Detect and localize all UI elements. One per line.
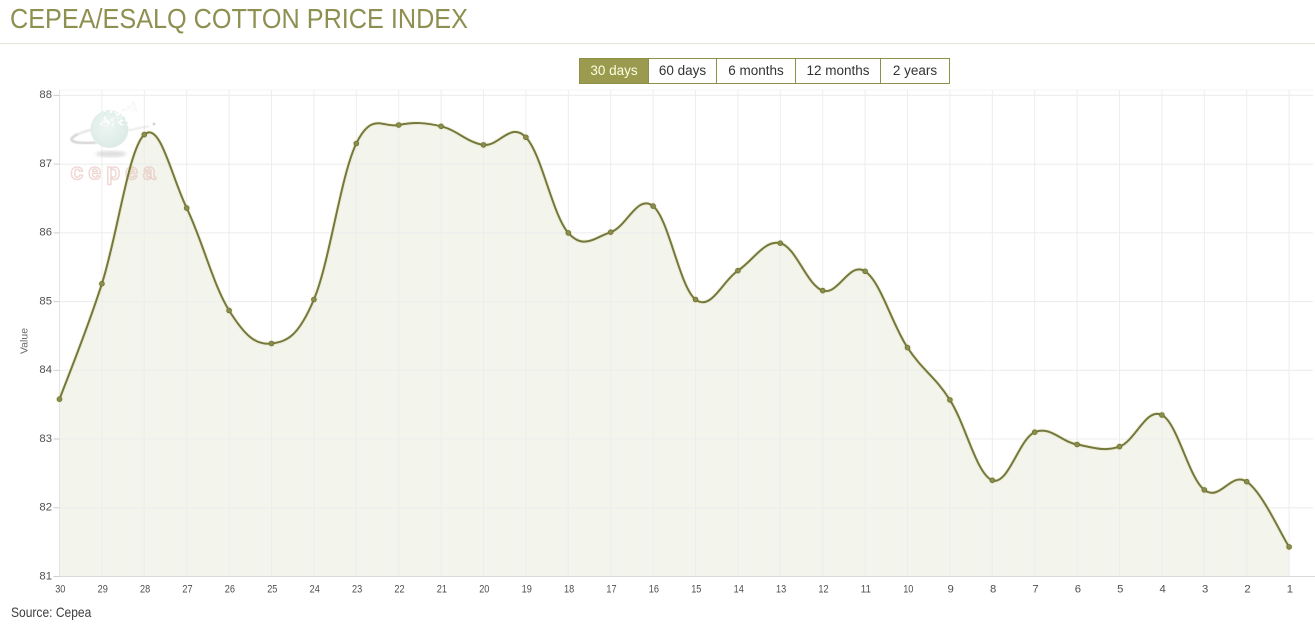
svg-text:81: 81	[39, 570, 52, 582]
svg-text:29: 29	[98, 584, 108, 596]
svg-text:25: 25	[267, 584, 277, 596]
svg-text:22: 22	[394, 584, 404, 596]
svg-text:21: 21	[437, 584, 447, 596]
svg-text:30: 30	[55, 584, 65, 596]
svg-text:15: 15	[691, 584, 701, 596]
svg-text:11: 11	[861, 584, 871, 596]
svg-text:16: 16	[649, 584, 659, 596]
svg-text:4: 4	[1160, 584, 1166, 596]
svg-text:86: 86	[39, 227, 52, 239]
svg-text:28: 28	[140, 584, 150, 596]
svg-text:10: 10	[903, 584, 913, 596]
svg-text:12: 12	[818, 584, 828, 596]
svg-text:5: 5	[1117, 584, 1123, 596]
svg-text:82: 82	[39, 502, 52, 514]
svg-text:20: 20	[479, 584, 489, 596]
svg-text:cepea: cepea	[71, 159, 161, 185]
svg-text:7: 7	[1032, 584, 1038, 596]
svg-text:19: 19	[522, 584, 532, 596]
svg-text:26: 26	[225, 584, 235, 596]
svg-text:27: 27	[182, 584, 192, 596]
svg-text:83: 83	[39, 433, 52, 445]
svg-text:24: 24	[310, 584, 320, 596]
svg-text:3: 3	[1202, 584, 1208, 596]
svg-text:14: 14	[734, 584, 744, 596]
svg-text:88: 88	[39, 89, 52, 101]
svg-text:13: 13	[776, 584, 786, 596]
svg-text:17: 17	[606, 584, 616, 596]
svg-text:Value: Value	[19, 328, 31, 354]
svg-text:18: 18	[564, 584, 574, 596]
svg-text:9: 9	[948, 584, 954, 596]
svg-text:85: 85	[39, 295, 52, 307]
svg-text:84: 84	[39, 364, 52, 376]
svg-text:6: 6	[1075, 584, 1081, 596]
svg-text:8: 8	[990, 584, 996, 596]
svg-text:87: 87	[39, 158, 52, 170]
svg-text:1: 1	[1287, 584, 1293, 596]
svg-text:23: 23	[352, 584, 362, 596]
svg-text:2: 2	[1244, 584, 1250, 596]
